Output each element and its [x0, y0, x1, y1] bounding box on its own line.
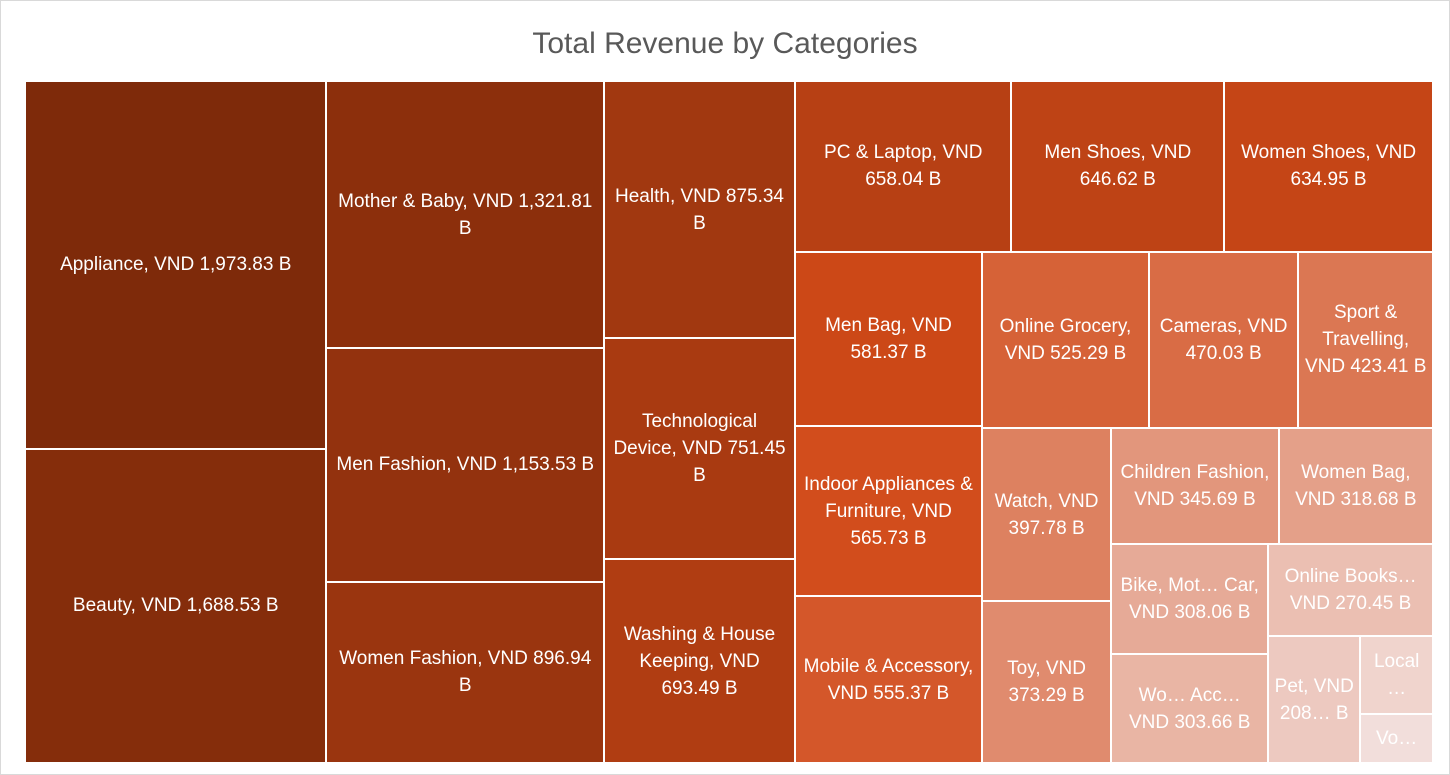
tile-label: Wo… Acc… VND 303.66 B: [1128, 684, 1251, 733]
tile: Men Bag, VND 581.37 B: [795, 251, 982, 427]
tile-label: Online Grocery, VND 525.29 B: [999, 315, 1132, 364]
tile-label: Online Books… VND 270.45 B: [1284, 566, 1417, 615]
tile-label: Vo…: [1376, 727, 1418, 749]
chart-title: Total Revenue by Categories: [532, 27, 918, 60]
tile: Mobile & Accessory, VND 555.37 B: [795, 596, 982, 763]
tile: Men Shoes, VND 646.62 B: [1011, 81, 1225, 252]
tile: Mother & Baby, VND 1,321.81 B: [326, 81, 605, 349]
tile-label: Washing & House Keeping, VND 693.49 B: [623, 623, 776, 699]
tile: Women Shoes, VND 634.95 B: [1224, 81, 1433, 252]
tile: Women Fashion, VND 896.94 B: [326, 581, 605, 763]
tile: Women Bag, VND 318.68 B: [1278, 428, 1433, 545]
tile: Vo…: [1360, 713, 1433, 763]
tile: Local…: [1360, 636, 1433, 714]
tile-label: Indoor Appliances & Furniture, VND 565.7…: [803, 473, 973, 549]
tile-label: Children Fashion, VND 345.69 B: [1120, 462, 1270, 511]
tile: Pet, VND 208… B: [1268, 636, 1361, 763]
tile-label: Cameras, VND 470.03 B: [1159, 315, 1288, 364]
tile: Bike, Mot… Car, VND 308.06 B: [1111, 544, 1269, 655]
tile-label: Watch, VND 397.78 B: [994, 490, 1099, 539]
tile: Children Fashion, VND 345.69 B: [1111, 428, 1279, 545]
tile-label: Technological Device, VND 751.45 B: [613, 411, 786, 487]
tile-label: Health, VND 875.34 B: [615, 185, 785, 234]
tile: Indoor Appliances & Furniture, VND 565.7…: [795, 426, 982, 597]
tile-label: Sport & Travelling, VND 423.41 B: [1304, 302, 1427, 378]
tile-label: Mother & Baby, VND 1,321.81 B: [338, 190, 593, 239]
tile-label: Bike, Mot… Car, VND 308.06 B: [1120, 575, 1259, 624]
tile: Cameras, VND 470.03 B: [1148, 251, 1299, 429]
tile-label: Women Bag, VND 318.68 B: [1295, 462, 1417, 511]
tile-label: Toy, VND 373.29 B: [1007, 657, 1086, 706]
tile: Washing & House Keeping, VND 693.49 B: [604, 559, 796, 763]
tile-label: Women Shoes, VND 634.95 B: [1241, 142, 1417, 191]
tile: Wo… Acc… VND 303.66 B: [1111, 654, 1269, 763]
tile: Beauty, VND 1,688.53 B: [25, 448, 327, 763]
tile-label: Beauty, VND 1,688.53 B: [72, 595, 279, 617]
tile: Online Grocery, VND 525.29 B: [981, 251, 1149, 429]
tile: Men Fashion, VND 1,153.53 B: [326, 348, 605, 582]
tile-label: Men Fashion, VND 1,153.53 B: [336, 454, 595, 476]
tile-label: Men Bag, VND 581.37 B: [825, 314, 952, 363]
tile-label: Pet, VND 208… B: [1274, 675, 1354, 724]
tile: Appliance, VND 1,973.83 B: [25, 81, 327, 449]
tile-label: Men Shoes, VND 646.62 B: [1044, 142, 1192, 191]
tile: Sport & Travelling, VND 423.41 B: [1298, 251, 1433, 429]
tile: Watch, VND 397.78 B: [981, 428, 1112, 601]
tile-label: Mobile & Accessory, VND 555.37 B: [803, 655, 974, 704]
tile-label: Women Fashion, VND 896.94 B: [339, 648, 592, 697]
tile: PC & Laptop, VND 658.04 B: [795, 81, 1012, 252]
tile: Health, VND 875.34 B: [604, 81, 796, 339]
tile: Toy, VND 373.29 B: [981, 600, 1112, 763]
tile-label: Appliance, VND 1,973.83 B: [60, 254, 292, 276]
tile-label: Local…: [1373, 650, 1420, 699]
tile: Online Books… VND 270.45 B: [1268, 544, 1433, 637]
tile-label: PC & Laptop, VND 658.04 B: [824, 142, 983, 191]
tile: Technological Device, VND 751.45 B: [604, 338, 796, 560]
